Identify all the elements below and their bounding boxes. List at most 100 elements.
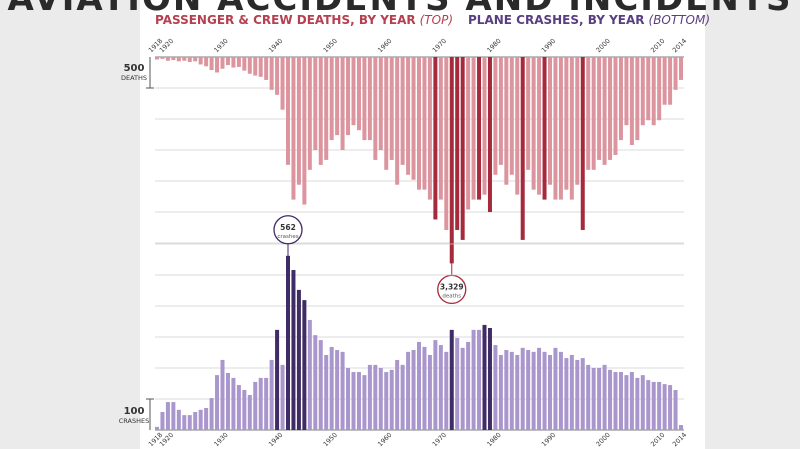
bar — [411, 350, 416, 430]
bar — [580, 57, 585, 230]
subtitle-text: PLANE CRASHES, BY YEAR — [468, 13, 645, 27]
subtitle-note: (TOP) — [420, 13, 453, 27]
bar — [155, 426, 159, 430]
bar — [509, 57, 514, 175]
bar — [313, 57, 318, 150]
bar — [493, 345, 498, 430]
bar — [586, 57, 591, 170]
bar — [307, 57, 312, 170]
bar — [258, 57, 263, 77]
bar — [247, 57, 252, 74]
bar — [602, 57, 607, 165]
bar — [165, 402, 170, 430]
bar — [220, 57, 225, 69]
bar — [242, 57, 247, 71]
bar — [629, 372, 634, 430]
bar — [291, 57, 296, 200]
bar — [569, 57, 574, 200]
bar — [318, 57, 323, 165]
bar — [291, 270, 296, 430]
bar — [580, 358, 585, 430]
bar — [171, 57, 176, 61]
bar — [504, 350, 509, 430]
bar — [444, 351, 449, 430]
bar — [225, 57, 230, 66]
bar — [460, 347, 465, 430]
bar — [335, 57, 340, 136]
bar — [531, 57, 536, 190]
bar — [389, 57, 394, 160]
bar — [597, 368, 602, 430]
data-label-unit: crashes — [277, 234, 298, 240]
bar — [182, 415, 187, 430]
bar — [176, 57, 181, 62]
bar — [411, 57, 416, 180]
bar — [286, 255, 290, 430]
y-tick-label: 100 — [124, 406, 145, 417]
bar — [351, 57, 356, 126]
bar — [668, 57, 673, 105]
bar — [286, 57, 290, 165]
bar — [537, 347, 542, 430]
bar — [482, 57, 487, 195]
bar — [466, 57, 471, 210]
bar — [324, 57, 329, 160]
bar — [367, 57, 372, 141]
bar — [564, 57, 569, 190]
bar — [471, 329, 476, 430]
bar — [548, 57, 552, 185]
bar — [346, 57, 351, 136]
bar — [422, 57, 427, 190]
bar — [679, 425, 683, 430]
bar — [558, 57, 563, 200]
bar — [548, 354, 552, 430]
bar — [193, 57, 198, 62]
bar — [215, 57, 220, 73]
bar — [618, 372, 623, 430]
bar — [384, 372, 389, 430]
subtitle: PLANE CRASHES, BY YEAR (BOTTOM) — [468, 13, 710, 27]
bar — [520, 57, 525, 240]
bar — [171, 402, 176, 430]
bar — [624, 57, 629, 126]
bar — [182, 57, 187, 61]
bar — [602, 364, 607, 430]
bar — [477, 329, 482, 430]
bar — [264, 57, 269, 80]
data-label: 3,329 — [440, 282, 464, 291]
subtitle-note: (BOTTOM) — [649, 13, 711, 27]
bar — [400, 57, 405, 165]
bar — [400, 364, 405, 430]
bar — [324, 354, 329, 430]
chart-title: AVIATION ACCIDENTS AND INCIDENTS — [7, 0, 792, 19]
bar — [487, 328, 492, 430]
bar — [493, 57, 498, 175]
bar — [165, 57, 170, 61]
bar — [613, 57, 618, 155]
bar — [575, 57, 580, 185]
bar — [575, 359, 580, 430]
bar — [373, 57, 378, 160]
bar — [373, 364, 378, 430]
bar — [204, 407, 209, 430]
bar — [253, 57, 258, 76]
bar — [395, 57, 400, 185]
bar — [296, 57, 301, 185]
bar — [378, 57, 383, 150]
bar — [231, 377, 236, 430]
bar — [296, 289, 301, 430]
bar — [498, 354, 503, 430]
bar — [597, 57, 602, 160]
bar — [471, 57, 476, 200]
bar — [384, 57, 389, 170]
bar — [340, 57, 345, 150]
bar — [460, 57, 465, 240]
bar — [673, 390, 678, 430]
bar — [356, 372, 361, 430]
bar — [526, 57, 531, 170]
bar — [455, 337, 460, 430]
bar — [487, 57, 492, 212]
bar — [209, 398, 214, 430]
bar — [269, 359, 274, 430]
